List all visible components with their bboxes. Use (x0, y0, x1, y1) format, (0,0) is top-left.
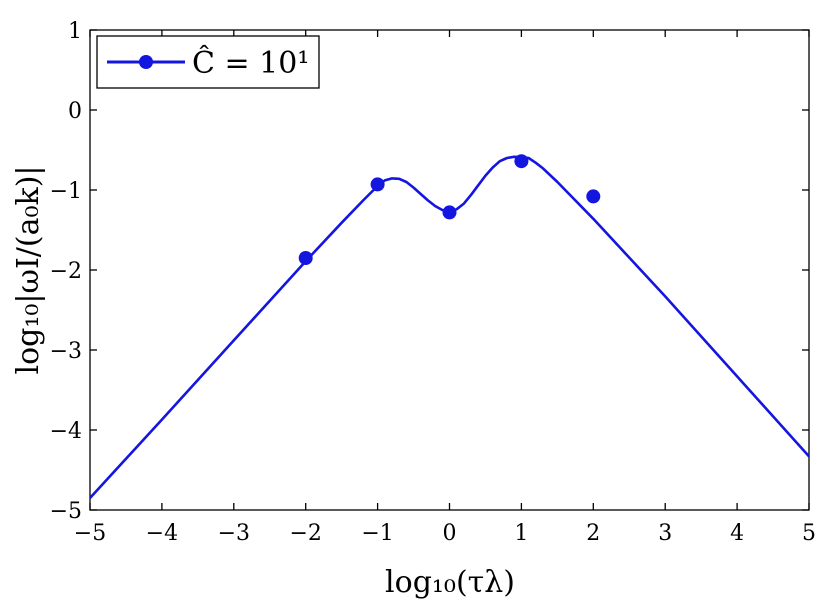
ticks: −5 −4 −3 −2 −1 0 1 2 3 4 5 1 0 −1 −2 −3 −4 −5 (50, 19, 816, 546)
x-tick-label: −4 (146, 521, 178, 546)
y-tick-label: −2 (50, 259, 82, 284)
data-point (586, 189, 601, 204)
x-tick-label: −5 (74, 521, 106, 546)
x-axis-label: log₁₀(τλ) (385, 565, 515, 600)
y-axis-label: log₁₀|ωI/(a₀k)| (11, 165, 46, 374)
legend-label: Ĉ = 10¹ (192, 45, 309, 81)
x-tick-label: 5 (802, 521, 816, 546)
series-layer (89, 154, 810, 499)
y-tick-label: −5 (50, 499, 82, 524)
series-line (89, 155, 810, 499)
x-tick-label: 3 (658, 521, 672, 546)
plot-area (89, 29, 810, 511)
data-point (514, 154, 529, 169)
legend-marker (139, 55, 153, 69)
data-point (298, 251, 313, 265)
data-point (370, 177, 385, 192)
data-point (442, 205, 457, 220)
x-tick-label: 4 (730, 521, 744, 546)
y-tick-label: −3 (50, 339, 82, 364)
y-tick-label: −4 (50, 419, 82, 444)
x-tick-label: −1 (361, 521, 393, 546)
y-tick-label: −1 (50, 179, 82, 204)
y-tick-label: 0 (68, 99, 82, 124)
x-tick-label: 0 (443, 521, 457, 546)
x-tick-label: 1 (514, 521, 528, 546)
legend: Ĉ = 10¹ (96, 35, 320, 89)
y-tick-label: 1 (68, 19, 82, 44)
x-tick-label: −3 (218, 521, 250, 546)
x-tick-label: −2 (289, 521, 321, 546)
x-tick-label: 2 (586, 521, 600, 546)
